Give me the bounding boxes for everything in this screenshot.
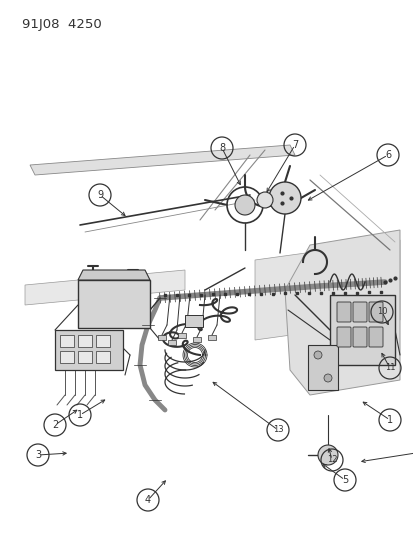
FancyBboxPatch shape <box>329 295 394 365</box>
FancyBboxPatch shape <box>192 337 201 342</box>
Text: 12: 12 <box>326 456 337 464</box>
Circle shape <box>235 195 254 215</box>
FancyBboxPatch shape <box>352 302 366 322</box>
Polygon shape <box>78 270 150 280</box>
Text: 2: 2 <box>52 420 58 430</box>
FancyBboxPatch shape <box>185 315 202 327</box>
Text: 11: 11 <box>384 364 394 373</box>
Text: 13: 13 <box>272 425 282 434</box>
Text: 1: 1 <box>77 410 83 420</box>
Polygon shape <box>284 230 399 395</box>
FancyBboxPatch shape <box>96 335 110 347</box>
Text: 3: 3 <box>35 450 41 460</box>
FancyBboxPatch shape <box>207 335 216 340</box>
Text: 9: 9 <box>97 190 103 200</box>
FancyBboxPatch shape <box>78 351 92 363</box>
Text: 91J08  4250: 91J08 4250 <box>22 18 102 31</box>
Circle shape <box>313 351 321 359</box>
Polygon shape <box>254 240 399 340</box>
FancyBboxPatch shape <box>96 351 110 363</box>
FancyBboxPatch shape <box>368 302 382 322</box>
FancyBboxPatch shape <box>78 280 150 328</box>
Text: 8: 8 <box>218 143 225 153</box>
FancyBboxPatch shape <box>158 335 166 340</box>
FancyBboxPatch shape <box>336 302 350 322</box>
FancyBboxPatch shape <box>60 351 74 363</box>
Circle shape <box>323 374 331 382</box>
Circle shape <box>268 182 300 214</box>
Polygon shape <box>25 270 185 305</box>
FancyBboxPatch shape <box>168 340 176 345</box>
Circle shape <box>317 445 337 465</box>
FancyBboxPatch shape <box>60 335 74 347</box>
Text: 10: 10 <box>376 308 386 317</box>
FancyBboxPatch shape <box>55 330 123 370</box>
FancyBboxPatch shape <box>336 327 350 347</box>
Circle shape <box>256 192 272 208</box>
FancyBboxPatch shape <box>178 333 185 338</box>
Text: 6: 6 <box>384 150 390 160</box>
FancyBboxPatch shape <box>352 327 366 347</box>
FancyBboxPatch shape <box>368 327 382 347</box>
FancyBboxPatch shape <box>307 345 337 390</box>
Text: 1: 1 <box>386 415 392 425</box>
Text: 7: 7 <box>291 140 297 150</box>
Text: 4: 4 <box>145 495 151 505</box>
Text: 5: 5 <box>341 475 347 485</box>
Polygon shape <box>30 145 294 175</box>
FancyBboxPatch shape <box>78 335 92 347</box>
